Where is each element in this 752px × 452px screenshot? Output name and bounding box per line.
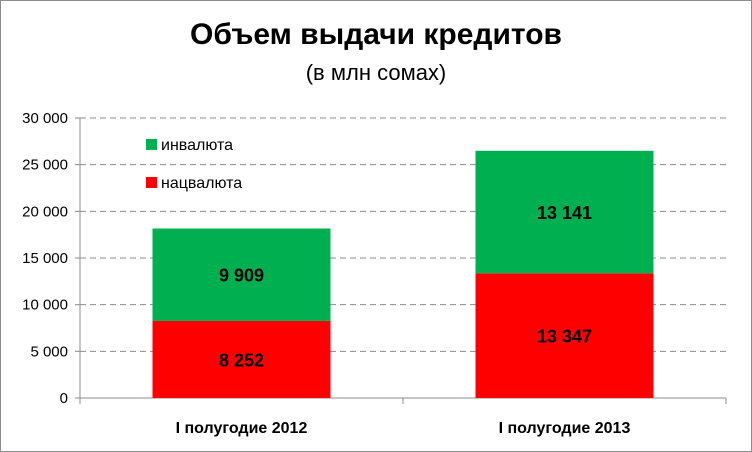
y-tick-label: 15 000 bbox=[22, 250, 68, 267]
legend-label: нацвалюта bbox=[161, 175, 242, 192]
chart-subtitle: (в млн сомах) bbox=[305, 60, 447, 85]
legend-label: инвалюта bbox=[161, 137, 233, 154]
data-label: 13 141 bbox=[537, 203, 592, 223]
y-tick-label: 30 000 bbox=[22, 110, 68, 127]
data-label: 9 909 bbox=[219, 266, 264, 286]
chart-title: Объем выдачи кредитов bbox=[190, 18, 562, 51]
bar-segment bbox=[152, 320, 331, 398]
data-label: 13 347 bbox=[537, 327, 592, 347]
y-tick-label: 5 000 bbox=[30, 343, 68, 360]
y-tick-label: 10 000 bbox=[22, 297, 68, 314]
bar-segment bbox=[475, 273, 654, 398]
y-tick-label: 25 000 bbox=[22, 157, 68, 174]
legend-swatch bbox=[146, 139, 157, 150]
data-label: 8 252 bbox=[219, 350, 264, 370]
y-tick-label: 0 bbox=[60, 390, 68, 407]
y-tick-label: 20 000 bbox=[22, 203, 68, 220]
bar-segment bbox=[152, 228, 331, 321]
x-tick-label: I полугодие 2013 bbox=[499, 420, 631, 437]
x-tick-label: I полугодие 2012 bbox=[176, 420, 308, 437]
bar-segment bbox=[475, 150, 654, 274]
legend-swatch bbox=[146, 177, 157, 188]
